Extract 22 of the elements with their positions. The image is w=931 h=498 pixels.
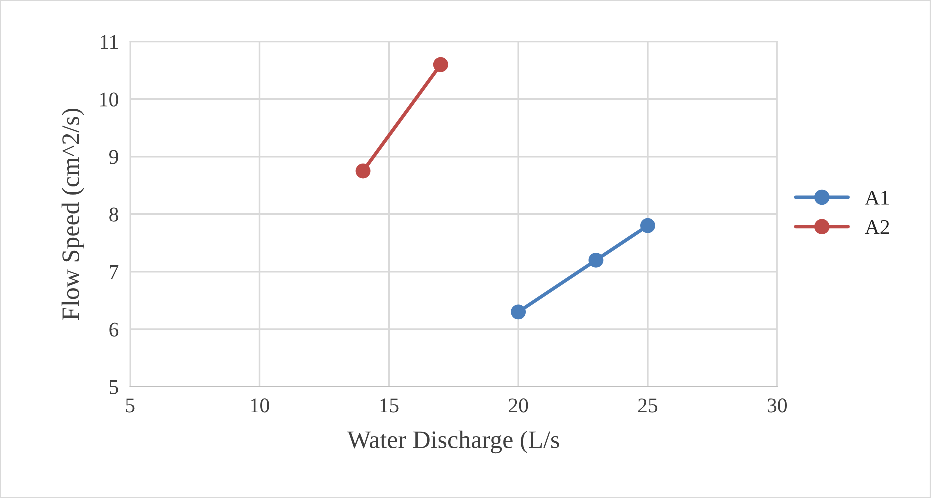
x-tick-label: 10: [251, 398, 270, 413]
x-axis-title: Water Discharge (L/s: [348, 430, 560, 454]
y-tick-label: 8: [110, 208, 118, 222]
point: [511, 304, 526, 320]
point: [640, 218, 656, 234]
x-tick-label: 25: [638, 398, 658, 413]
legend-label: A1: [865, 190, 890, 205]
x-tick-label: 5: [126, 398, 135, 413]
y-tick-label: 10: [100, 92, 118, 107]
point: [588, 252, 604, 268]
y-tick-label: 5: [110, 380, 118, 394]
x-tick-label: 30: [768, 398, 788, 413]
y-axis-title: Flow Speed (cm^2/s): [62, 108, 85, 320]
x-tick-label: 20: [509, 398, 528, 413]
legend-label: A2: [865, 220, 890, 234]
point: [433, 57, 448, 72]
x-tick-label: 15: [380, 398, 399, 413]
point: [356, 164, 371, 179]
y-tick-label: 7: [110, 265, 119, 280]
y-tick-label: 6: [110, 322, 119, 337]
y-tick-label: 9: [109, 150, 118, 164]
y-tick-label: 11: [101, 35, 118, 50]
